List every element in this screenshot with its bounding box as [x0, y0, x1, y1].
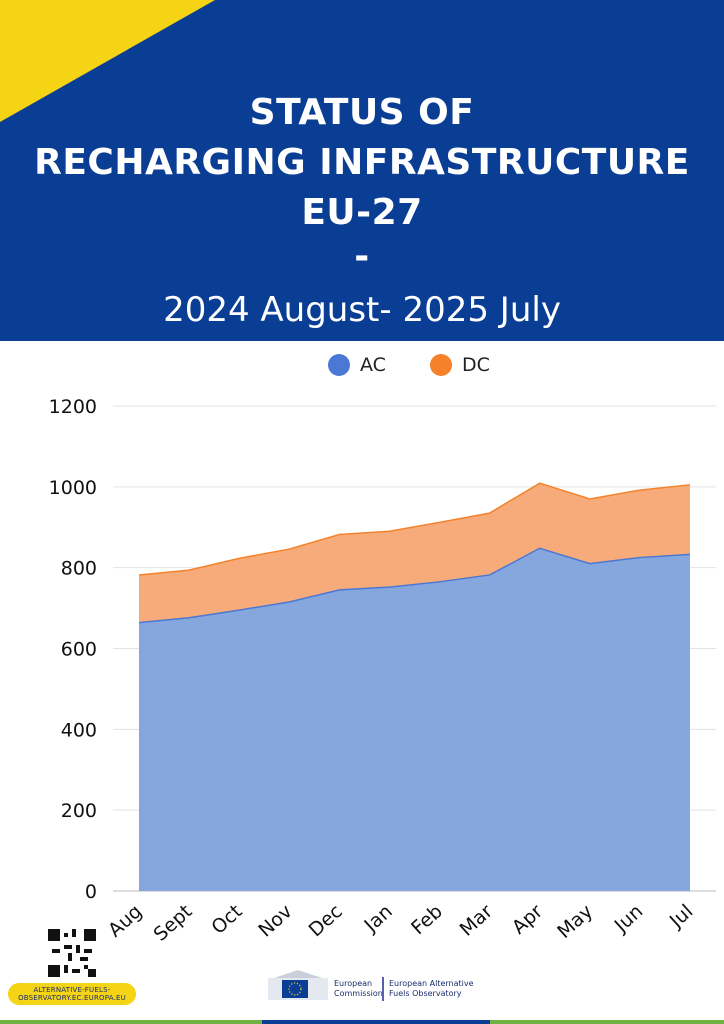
european-commission-logo-icon — [268, 970, 328, 1000]
eafo-label-line-2: Fuels Observatory — [389, 989, 462, 998]
x-tick-label: Nov — [254, 900, 296, 941]
y-tick-label: 800 — [61, 558, 97, 580]
x-tick-label: Dec — [305, 900, 347, 941]
page-subtitle: 2024 August- 2025 July — [163, 290, 561, 330]
legend-item-ac: AC — [328, 354, 386, 376]
ec-label: European Commission — [334, 979, 383, 999]
legend-label-dc: DC — [462, 354, 490, 376]
title-line-2: RECHARGING INFRASTRUCTURE — [34, 142, 690, 183]
x-tick-label: Jul — [665, 900, 698, 932]
eafo-label: European Alternative Fuels Observatory — [389, 979, 474, 999]
x-tick-label: Mar — [456, 900, 498, 940]
url-line-1: ALTERNATIVE-FUELS- — [33, 986, 111, 994]
title-line-3: EU-27 — [301, 192, 423, 233]
yellow-corner-triangle — [0, 0, 215, 122]
x-tick-label: Feb — [407, 900, 447, 939]
logo-separator — [382, 977, 384, 1001]
series-line-ac — [138, 547, 691, 624]
legend-item-dc: DC — [430, 354, 490, 376]
series-line-dc — [138, 482, 691, 576]
x-tick-label: Jun — [610, 900, 648, 937]
x-tick-label: Apr — [508, 900, 547, 938]
stacked-area-chart: 0 200 400 600 800 1000 1200 Aug Sept Oct Nov Dec Jan… — [49, 396, 716, 946]
title-line-4: - — [354, 236, 370, 277]
x-tick-label: Jan — [360, 900, 397, 937]
x-tick-label: Aug — [104, 900, 146, 941]
website-url-badge[interactable]: ALTERNATIVE-FUELS- OBSERVATORY.EC.EUROPA… — [8, 983, 136, 1005]
y-tick-label: 1000 — [49, 477, 97, 499]
ec-label-line-2: Commission — [334, 989, 383, 998]
series-area-ac — [139, 548, 690, 891]
legend-swatch-ac — [328, 354, 350, 376]
url-line-2: OBSERVATORY.EC.EUROPA.EU — [18, 994, 126, 1002]
legend-label-ac: AC — [360, 354, 386, 376]
x-tick-label: May — [553, 900, 597, 943]
qr-code-icon — [48, 929, 96, 977]
header-banner: STATUS OF RECHARGING INFRASTRUCTURE EU-2… — [0, 0, 724, 341]
y-tick-label: 400 — [61, 719, 97, 741]
y-tick-label: 600 — [61, 639, 97, 661]
eafo-label-line-1: European Alternative — [389, 979, 474, 988]
series-area-dc — [139, 483, 690, 623]
x-tick-label: Sept — [150, 900, 197, 945]
chart-legend: AC DC — [0, 354, 724, 380]
x-tick-label: Oct — [207, 900, 246, 938]
legend-swatch-dc — [430, 354, 452, 376]
ec-label-line-1: European — [334, 979, 373, 988]
footer-color-bar — [0, 1020, 724, 1024]
y-tick-label: 0 — [85, 881, 97, 903]
title-line-1: STATUS OF — [249, 92, 475, 133]
y-tick-label: 1200 — [49, 396, 97, 418]
y-tick-label: 200 — [61, 800, 97, 822]
